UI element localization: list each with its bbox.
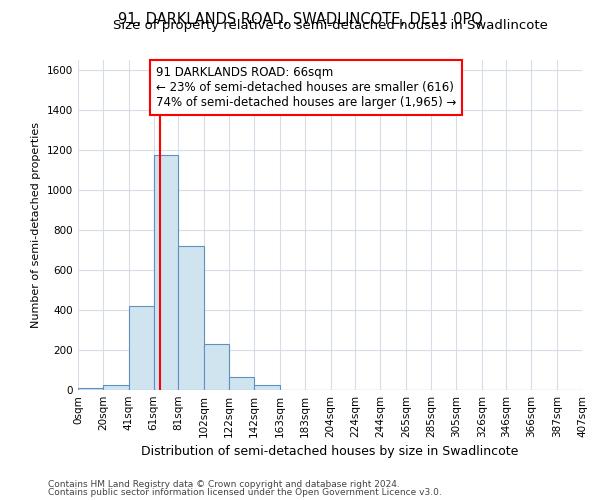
Bar — [205, 344, 229, 390]
Bar — [229, 377, 254, 390]
Title: Size of property relative to semi-detached houses in Swadlincote: Size of property relative to semi-detach… — [113, 20, 547, 32]
Bar — [154, 155, 178, 390]
X-axis label: Distribution of semi-detached houses by size in Swadlincote: Distribution of semi-detached houses by … — [142, 446, 518, 458]
Bar — [78, 388, 103, 390]
Bar — [129, 306, 154, 390]
Bar — [254, 385, 280, 390]
Y-axis label: Number of semi-detached properties: Number of semi-detached properties — [31, 122, 41, 328]
Bar — [103, 385, 129, 390]
Text: 91, DARKLANDS ROAD, SWADLINCOTE, DE11 0PQ: 91, DARKLANDS ROAD, SWADLINCOTE, DE11 0P… — [118, 12, 482, 28]
Text: 91 DARKLANDS ROAD: 66sqm
← 23% of semi-detached houses are smaller (616)
74% of : 91 DARKLANDS ROAD: 66sqm ← 23% of semi-d… — [156, 66, 457, 109]
Text: Contains HM Land Registry data © Crown copyright and database right 2024.: Contains HM Land Registry data © Crown c… — [48, 480, 400, 489]
Bar — [178, 246, 205, 390]
Text: Contains public sector information licensed under the Open Government Licence v3: Contains public sector information licen… — [48, 488, 442, 497]
